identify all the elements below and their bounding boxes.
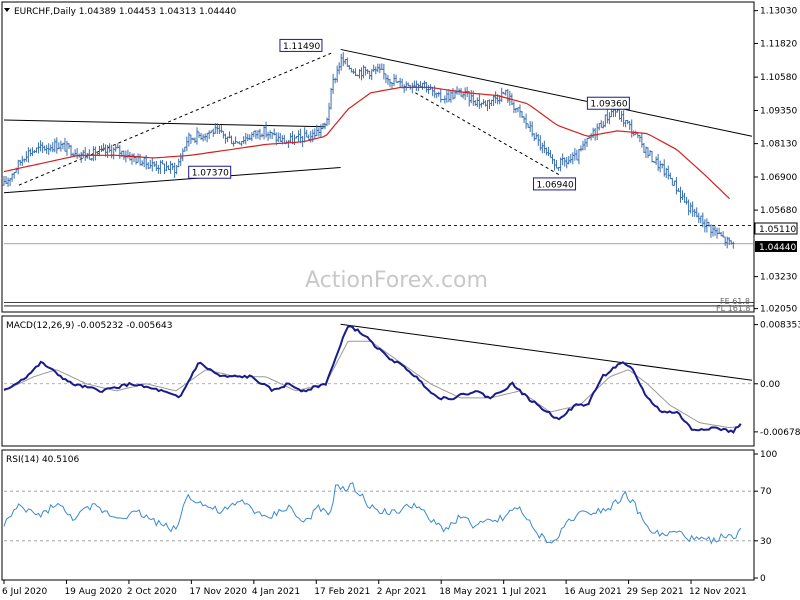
swing-label-box: [279, 38, 323, 52]
fe-label-1: FE 61.8: [720, 297, 750, 306]
price-y-tick-label: 1.11820: [760, 39, 797, 49]
rsi-panel-title: RSI(14) 40.5106: [6, 455, 79, 465]
macd-panel-title: MACD(12,26,9) -0.005232 -0.005643: [6, 321, 172, 331]
x-tick-label: 2 Apr 2021: [377, 587, 427, 597]
price-y-tick-label: 1.08130: [760, 140, 797, 150]
macd-y-tick-label: 0.008353: [760, 321, 800, 331]
price-trendlines: [3, 48, 753, 194]
rsi-panel[interactable]: RSI(14) 40.5106 100 70 30 0: [1, 449, 777, 584]
rsi-y-tick-label: 30: [760, 537, 772, 547]
price-y-tick-label: 1.13030: [760, 7, 797, 17]
x-tick-label: 19 Aug 2020: [64, 587, 122, 597]
x-tick-label: 16 Aug 2021: [564, 587, 622, 597]
macd-panel[interactable]: MACD(12,26,9) -0.005232 -0.005643 0.0083…: [1, 315, 800, 447]
price-y-tick-label: 1.05680: [760, 206, 797, 216]
x-tick-label: 17 Feb 2021: [314, 587, 370, 597]
watermark: ActionForex.com: [305, 268, 488, 293]
price-trendline: [415, 92, 562, 177]
swing-label-box: [533, 177, 577, 191]
swing-label-text: 1.06940: [537, 180, 574, 190]
macd-trendline: [340, 323, 753, 381]
x-axis: 6 Jul 2020 19 Aug 2020 2 Oct 2020 17 Nov 20…: [2, 580, 747, 597]
swing-label: 1.06940: [533, 177, 577, 191]
price-y-tick-label: 1.02050: [760, 305, 797, 315]
swing-label: 1.09360: [586, 96, 630, 110]
price-y-axis: 1.13030 1.11820 1.10580 1.09350 1.08130 1.069…: [754, 7, 797, 315]
x-tick-label: 18 May 2021: [439, 587, 498, 597]
swing-label-text: 1.11490: [283, 42, 320, 52]
rsi-levels: [4, 490, 754, 542]
current-price-label: 1.04440: [759, 243, 796, 253]
rsi-y-tick-label: 70: [760, 487, 772, 497]
price-trendline: [340, 48, 753, 137]
macd-y-tick-label: -0.006788: [760, 428, 800, 438]
moving-average-line: [3, 86, 731, 200]
swing-label-text: 1.09360: [590, 100, 627, 110]
swing-label-text: 1.07370: [192, 169, 229, 179]
macd-trendline: [340, 323, 753, 381]
price-trendline: [3, 167, 341, 194]
x-tick-label: 29 Sep 2021: [627, 587, 684, 597]
dropdown-triangle-icon[interactable]: [4, 8, 10, 12]
x-tick-label: 2 Oct 2020: [127, 587, 177, 597]
price-bar: [732, 241, 735, 249]
price-y-tick-label: 1.03230: [760, 273, 797, 283]
rsi-y-axis: 100 70 30 0: [754, 450, 777, 584]
rsi-y-tick-label: 0: [760, 574, 766, 584]
price-y-tick-label: 1.09350: [760, 107, 797, 117]
swing-label: 1.07370: [188, 165, 232, 179]
macd-y-axis: 0.008353 0.00 -0.006788: [754, 321, 800, 438]
price-panel-title: EURCHF,Daily 1.04389 1.04453 1.04313 1.0…: [14, 7, 237, 17]
level-box: 1.05110: [754, 222, 798, 235]
swing-label-box: [586, 96, 630, 110]
level-label: 1.05110: [759, 225, 796, 235]
x-tick-label: 4 Jan 2021: [252, 587, 300, 597]
rsi-y-tick-label: 100: [760, 450, 777, 460]
price-candles: [2, 52, 735, 249]
x-tick-label: 6 Jul 2020: [2, 587, 47, 597]
price-panel[interactable]: ActionForex.com 1.11490 1.07370 1.09360 1.0…: [1, 1, 798, 315]
price-y-tick-label: 1.10580: [760, 73, 797, 83]
price-hlines: [4, 225, 754, 307]
price-trendline: [18, 51, 334, 186]
current-price-box: 1.04440: [755, 241, 797, 253]
price-y-tick-label: 1.06900: [760, 173, 797, 183]
macd-line: [3, 325, 742, 434]
swing-label-box: [188, 165, 232, 179]
macd-y-tick-label: 0.00: [760, 380, 780, 390]
x-tick-label: 17 Nov 2020: [189, 587, 247, 597]
fe-label-2: FL 161.8: [716, 304, 751, 313]
swing-label: 1.11490: [279, 38, 323, 52]
x-tick-label: 12 Nov 2021: [689, 587, 747, 597]
rsi-line: [3, 482, 742, 545]
x-tick-label: 1 Jul 2021: [502, 587, 547, 597]
swing-labels: 1.11490 1.07370 1.09360 1.06940: [188, 38, 630, 191]
